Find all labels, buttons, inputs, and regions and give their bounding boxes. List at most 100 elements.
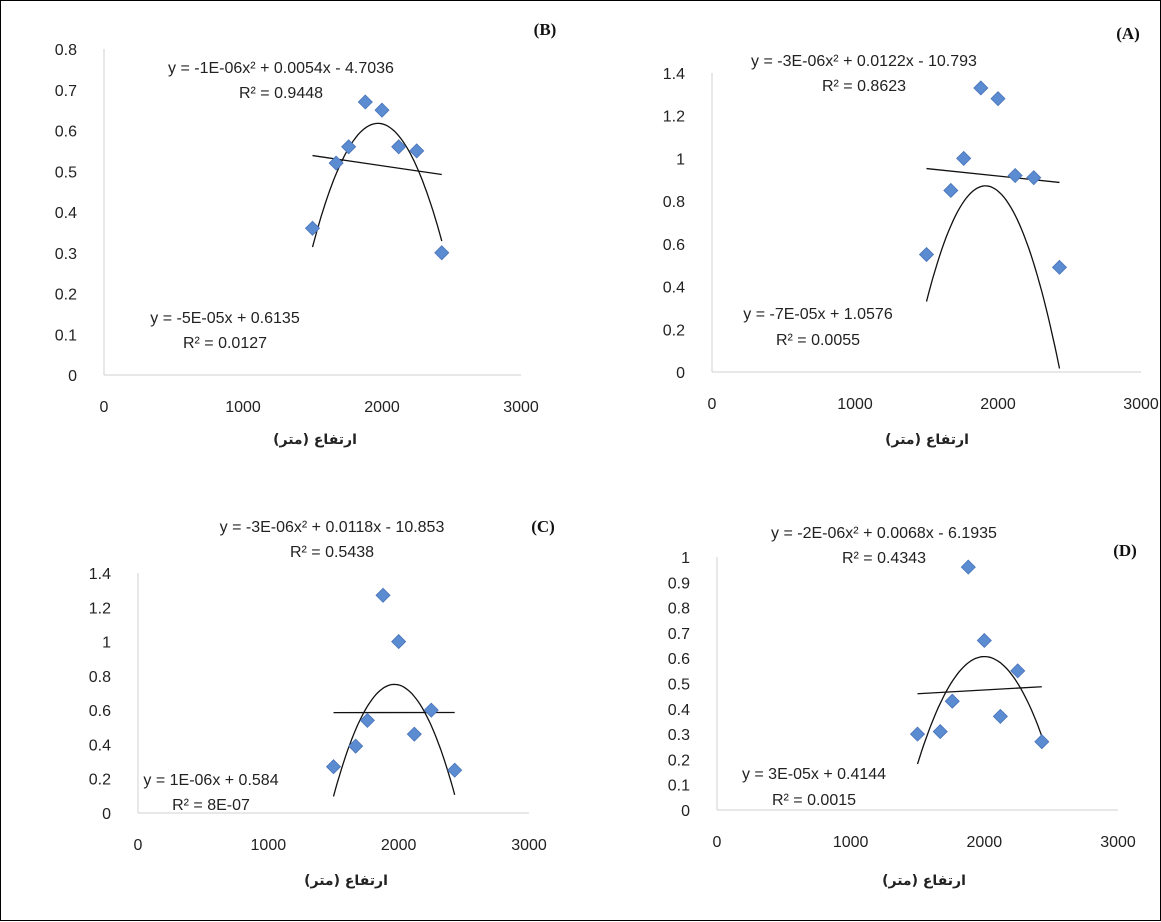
- y-tick-label: 0.4: [55, 205, 77, 222]
- x-tick-label: 3000: [1100, 834, 1136, 851]
- data-point: [933, 725, 947, 739]
- poly-trendline: [334, 684, 455, 796]
- y-tick-label: 0.8: [89, 669, 111, 686]
- y-tick-label: 0.7: [55, 83, 77, 100]
- linear-equation: y = -7E-05x + 1.0576: [743, 306, 893, 323]
- data-point: [993, 709, 1007, 723]
- y-tick-label: 0.7: [668, 626, 690, 643]
- linear-equation: y = 1E-06x + 0.584: [143, 772, 278, 789]
- data-point: [944, 183, 958, 197]
- linear-r2: R² = 8E-07: [172, 797, 250, 814]
- y-tick-label: 1.2: [89, 600, 111, 617]
- y-tick-label: 0.3: [55, 246, 77, 263]
- y-tick-label: 0.8: [668, 601, 690, 618]
- poly-equation: y = -3E-06x² + 0.0122x - 10.793: [751, 53, 977, 70]
- x-tick-label: 2000: [364, 399, 400, 416]
- x-axis-title: ارتفاع (متر): [273, 432, 357, 448]
- data-point: [392, 635, 406, 649]
- linear-equation: y = 3E-05x + 0.4144: [742, 766, 886, 783]
- data-point: [407, 727, 421, 741]
- y-tick-label: 1: [102, 635, 111, 652]
- x-tick-label: 2000: [980, 396, 1016, 413]
- x-tick-label: 1000: [837, 396, 873, 413]
- y-tick-label: 0.5: [55, 164, 77, 181]
- x-tick-label: 3000: [511, 837, 547, 854]
- linear-r2: R² = 0.0127: [183, 335, 267, 352]
- x-tick-label: 2000: [967, 834, 1003, 851]
- y-tick-label: 0.1: [668, 778, 690, 795]
- data-point: [1035, 735, 1049, 749]
- panel-label: (C): [531, 517, 555, 536]
- y-tick-label: 0.4: [663, 280, 685, 297]
- data-point: [1052, 260, 1066, 274]
- data-point: [448, 763, 462, 777]
- y-tick-label: 0.6: [663, 237, 685, 254]
- data-point: [945, 694, 959, 708]
- linear-r2: R² = 0.0055: [776, 332, 860, 349]
- y-tick-label: 0.8: [663, 194, 685, 211]
- data-point: [991, 92, 1005, 106]
- data-point: [435, 246, 449, 260]
- poly-r2: R² = 0.8623: [822, 78, 906, 95]
- y-tick-label: 0.6: [668, 651, 690, 668]
- x-tick-label: 0: [713, 834, 722, 851]
- y-tick-label: 1: [676, 151, 685, 168]
- y-tick-label: 0.4: [89, 737, 111, 754]
- x-tick-label: 1000: [251, 837, 287, 854]
- x-axis-title: ارتفاع (متر): [304, 873, 388, 889]
- data-point: [327, 760, 341, 774]
- y-tick-label: 0.2: [663, 322, 685, 339]
- x-tick-label: 3000: [503, 399, 539, 416]
- data-point: [911, 727, 925, 741]
- y-tick-label: 0.6: [55, 124, 77, 141]
- x-axis-title: ارتفاع (متر): [885, 432, 969, 448]
- linear-equation: y = -5E-05x + 0.6135: [150, 310, 300, 327]
- y-tick-label: 0: [68, 368, 77, 385]
- poly-r2: R² = 0.5438: [290, 544, 374, 561]
- poly-equation: y = -3E-06x² + 0.0118x - 10.853: [220, 519, 445, 536]
- y-tick-label: 0.2: [89, 772, 111, 789]
- data-point: [342, 140, 356, 154]
- poly-trendline: [927, 186, 1060, 369]
- y-tick-label: 0.2: [55, 287, 77, 304]
- poly-r2: R² = 0.9448: [239, 85, 323, 102]
- y-tick-label: 0.5: [668, 677, 690, 694]
- y-tick-label: 0.3: [668, 727, 690, 744]
- y-tick-label: 1.4: [89, 566, 111, 583]
- linear-r2: R² = 0.0015: [772, 792, 856, 809]
- x-tick-label: 3000: [1123, 396, 1159, 413]
- poly-trendline: [313, 123, 442, 247]
- data-point: [977, 633, 991, 647]
- linear-trendline: [927, 169, 1060, 183]
- data-point: [957, 151, 971, 165]
- x-axis-title: ارتفاع (متر): [882, 873, 966, 889]
- y-tick-label: 1.4: [663, 66, 685, 83]
- data-point: [974, 81, 988, 95]
- poly-equation: y = -2E-06x² + 0.0068x - 6.1935: [771, 525, 997, 542]
- poly-equation: y = -1E-06x² + 0.0054x - 4.7036: [168, 60, 394, 77]
- y-tick-label: 0: [681, 803, 690, 820]
- y-tick-label: 0.2: [668, 752, 690, 769]
- panel-label: (B): [534, 20, 557, 39]
- data-point: [920, 248, 934, 262]
- x-tick-label: 1000: [225, 399, 261, 416]
- y-tick-label: 1.2: [663, 109, 685, 126]
- data-point: [1008, 169, 1022, 183]
- y-tick-label: 1: [681, 550, 690, 567]
- x-tick-label: 2000: [381, 837, 417, 854]
- panel-label: (A): [1116, 24, 1140, 43]
- y-tick-label: 0.1: [55, 327, 77, 344]
- y-tick-label: 0.9: [668, 575, 690, 592]
- data-point: [1027, 171, 1041, 185]
- data-point: [375, 103, 389, 117]
- y-tick-label: 0.6: [89, 703, 111, 720]
- data-point: [358, 95, 372, 109]
- x-tick-label: 0: [134, 837, 143, 854]
- data-point: [961, 560, 975, 574]
